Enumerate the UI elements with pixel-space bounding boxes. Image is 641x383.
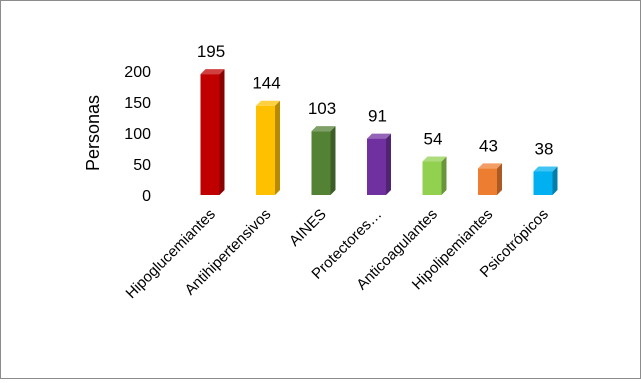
bar-top xyxy=(367,133,391,139)
bar xyxy=(200,69,225,195)
bar-side xyxy=(275,100,280,195)
bar-front xyxy=(200,74,220,195)
y-axis-label: Personas xyxy=(83,95,103,171)
bar-top xyxy=(311,126,336,132)
bar-top xyxy=(256,100,280,106)
value-label: 38 xyxy=(535,139,554,158)
bar-side xyxy=(386,133,391,195)
y-tick-label: 100 xyxy=(124,126,151,143)
bar xyxy=(367,133,391,195)
bar-side xyxy=(330,126,336,195)
value-label: 43 xyxy=(479,136,498,155)
bar-front xyxy=(533,171,553,195)
bar-top xyxy=(533,166,558,172)
y-tick-label: 200 xyxy=(124,64,151,81)
value-label: 103 xyxy=(308,99,336,118)
bar xyxy=(256,100,280,195)
bar-side xyxy=(552,166,558,195)
bar-front xyxy=(256,105,275,195)
value-label: 54 xyxy=(424,130,443,149)
bar-top xyxy=(422,156,447,162)
bar-front xyxy=(422,161,442,195)
bar-top xyxy=(478,163,502,169)
value-label: 195 xyxy=(197,42,225,61)
bar xyxy=(311,126,336,195)
bar-side xyxy=(441,156,447,195)
bar-top xyxy=(200,69,225,75)
y-tick-label: 50 xyxy=(133,157,151,174)
y-tick-label: 150 xyxy=(124,95,151,112)
value-label: 144 xyxy=(252,74,280,93)
y-tick-label: 0 xyxy=(142,188,151,205)
bar-front xyxy=(367,138,386,195)
x-tick-label: AINES xyxy=(286,206,330,250)
bar xyxy=(533,166,558,195)
bar-side xyxy=(497,163,502,195)
bar xyxy=(422,156,447,195)
value-label: 91 xyxy=(368,107,387,126)
value-labels: 195 144 103 91 54 43 38 xyxy=(197,42,554,158)
bar-side xyxy=(219,69,225,195)
bar xyxy=(478,163,502,195)
bar-front xyxy=(478,168,497,195)
y-axis-ticks: 0 50 100 150 200 xyxy=(124,64,151,205)
bars xyxy=(200,69,558,195)
bar-front xyxy=(311,131,331,195)
